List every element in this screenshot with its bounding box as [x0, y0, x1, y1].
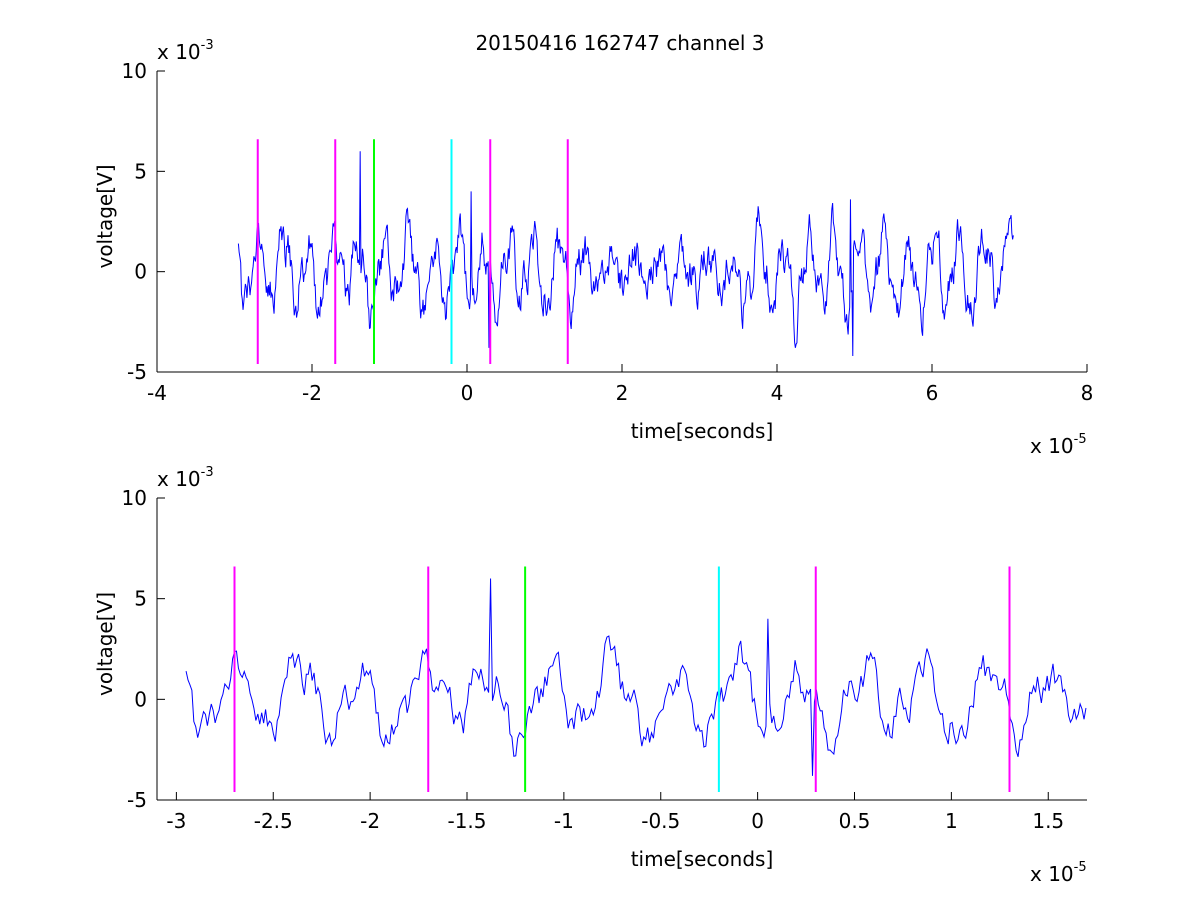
y-tick-label: 5 — [134, 159, 147, 183]
plot-zoom: -3 -2.5 -2 -1.5 -1 -0.5 0 0.5 1 1.5 -5 0 5 10 time[sec… — [93, 465, 1087, 886]
x-tick-label: 6 — [926, 381, 939, 405]
y-multiplier-exp: -3 — [201, 465, 214, 480]
x-tick-label: -1.5 — [447, 809, 486, 833]
y-tick-label: -5 — [127, 360, 147, 384]
x-multiplier: x 10-5 — [1030, 432, 1087, 458]
x-multiplier-base: x 10 — [1030, 434, 1074, 458]
plot-overview: -4 -2 0 2 4 6 8 -5 0 5 10 time[seconds] voltage[V] x … — [93, 38, 1093, 458]
y-multiplier: x 10-3 — [157, 465, 214, 491]
x-tick-label: -0.5 — [641, 809, 680, 833]
x-axis-label: time[seconds] — [631, 847, 774, 871]
x-tick-label: 1.5 — [1032, 809, 1064, 833]
x-multiplier-exp: -5 — [1074, 860, 1087, 875]
y-multiplier-base: x 10 — [157, 40, 201, 64]
x-tick-label: 1 — [945, 809, 958, 833]
x-tick-label: -3 — [166, 809, 186, 833]
y-multiplier-base: x 10 — [157, 467, 201, 491]
y-tick-label: 0 — [134, 260, 147, 284]
y-multiplier-exp: -3 — [201, 38, 214, 53]
x-tick-label: 4 — [771, 381, 784, 405]
y-tick-label: 10 — [122, 59, 147, 83]
x-tick-label: -2 — [360, 809, 380, 833]
y-tick-label: 0 — [134, 687, 147, 711]
x-tick-label: 0.5 — [839, 809, 871, 833]
figure-title: 20150416 162747 channel 3 — [475, 31, 764, 55]
y-axis-label: voltage[V] — [93, 592, 117, 696]
y-multiplier: x 10-3 — [157, 38, 214, 64]
x-multiplier-base: x 10 — [1030, 862, 1074, 886]
x-tick-label: 2 — [616, 381, 629, 405]
x-tick-label: -4 — [147, 381, 167, 405]
x-tick-label: 0 — [751, 809, 764, 833]
x-multiplier-exp: -5 — [1074, 432, 1087, 447]
signal-trace — [237, 151, 1014, 356]
y-tick-label: 10 — [122, 486, 147, 510]
y-tick-label: 5 — [134, 587, 147, 611]
y-axis-label: voltage[V] — [93, 164, 117, 268]
x-tick-label: -1 — [554, 809, 574, 833]
y-tick-label: -5 — [127, 788, 147, 812]
signal-trace — [185, 578, 1087, 776]
x-tick-label: -2 — [302, 381, 322, 405]
x-multiplier: x 10-5 — [1030, 860, 1087, 886]
x-tick-label: 8 — [1081, 381, 1094, 405]
x-tick-label: 0 — [461, 381, 474, 405]
x-axis-label: time[seconds] — [631, 419, 774, 443]
x-tick-label: -2.5 — [254, 809, 293, 833]
